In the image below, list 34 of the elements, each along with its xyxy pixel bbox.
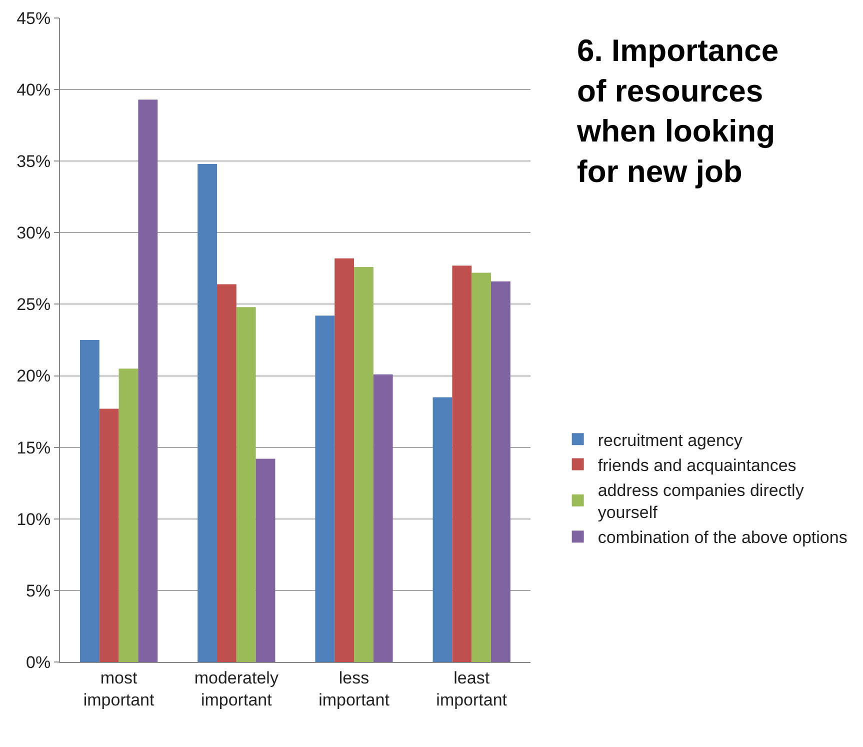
bar xyxy=(472,272,491,662)
x-tick-label: moderately important xyxy=(194,668,279,710)
x-tick-label: less important xyxy=(318,668,390,710)
legend-label: friends and acquaintances xyxy=(598,456,796,475)
y-tick-label: 45% xyxy=(16,8,51,28)
legend-label: combination of the above options xyxy=(598,528,848,548)
bar xyxy=(256,458,276,662)
y-tick-label: 15% xyxy=(16,438,51,458)
text: 6. Importance of resources when looking for new job xyxy=(576,33,779,189)
bar xyxy=(354,267,374,662)
bar xyxy=(373,374,393,662)
bar xyxy=(138,100,158,662)
bar xyxy=(99,408,119,662)
legend-label: recruitment agency xyxy=(598,430,743,450)
bar xyxy=(80,340,100,662)
x-tick-label: most important xyxy=(83,668,155,710)
y-tick-label: 20% xyxy=(16,366,51,386)
bar xyxy=(491,281,510,662)
bar xyxy=(432,397,452,662)
y-tick-label: 0% xyxy=(26,652,51,672)
bar xyxy=(118,368,138,662)
y-tick-label: 10% xyxy=(16,510,51,529)
bar xyxy=(315,316,335,662)
x-tick-label: least important xyxy=(436,668,508,710)
y-tick-label: 25% xyxy=(16,295,51,314)
bar xyxy=(198,164,217,662)
y-tick-label: 40% xyxy=(16,80,51,100)
bar xyxy=(217,284,236,662)
bar xyxy=(236,307,256,662)
bar xyxy=(334,258,354,662)
y-tick-label: 30% xyxy=(16,224,51,243)
y-tick-label: 5% xyxy=(26,581,51,600)
y-tick-label: 35% xyxy=(16,152,51,172)
bar xyxy=(452,266,472,662)
